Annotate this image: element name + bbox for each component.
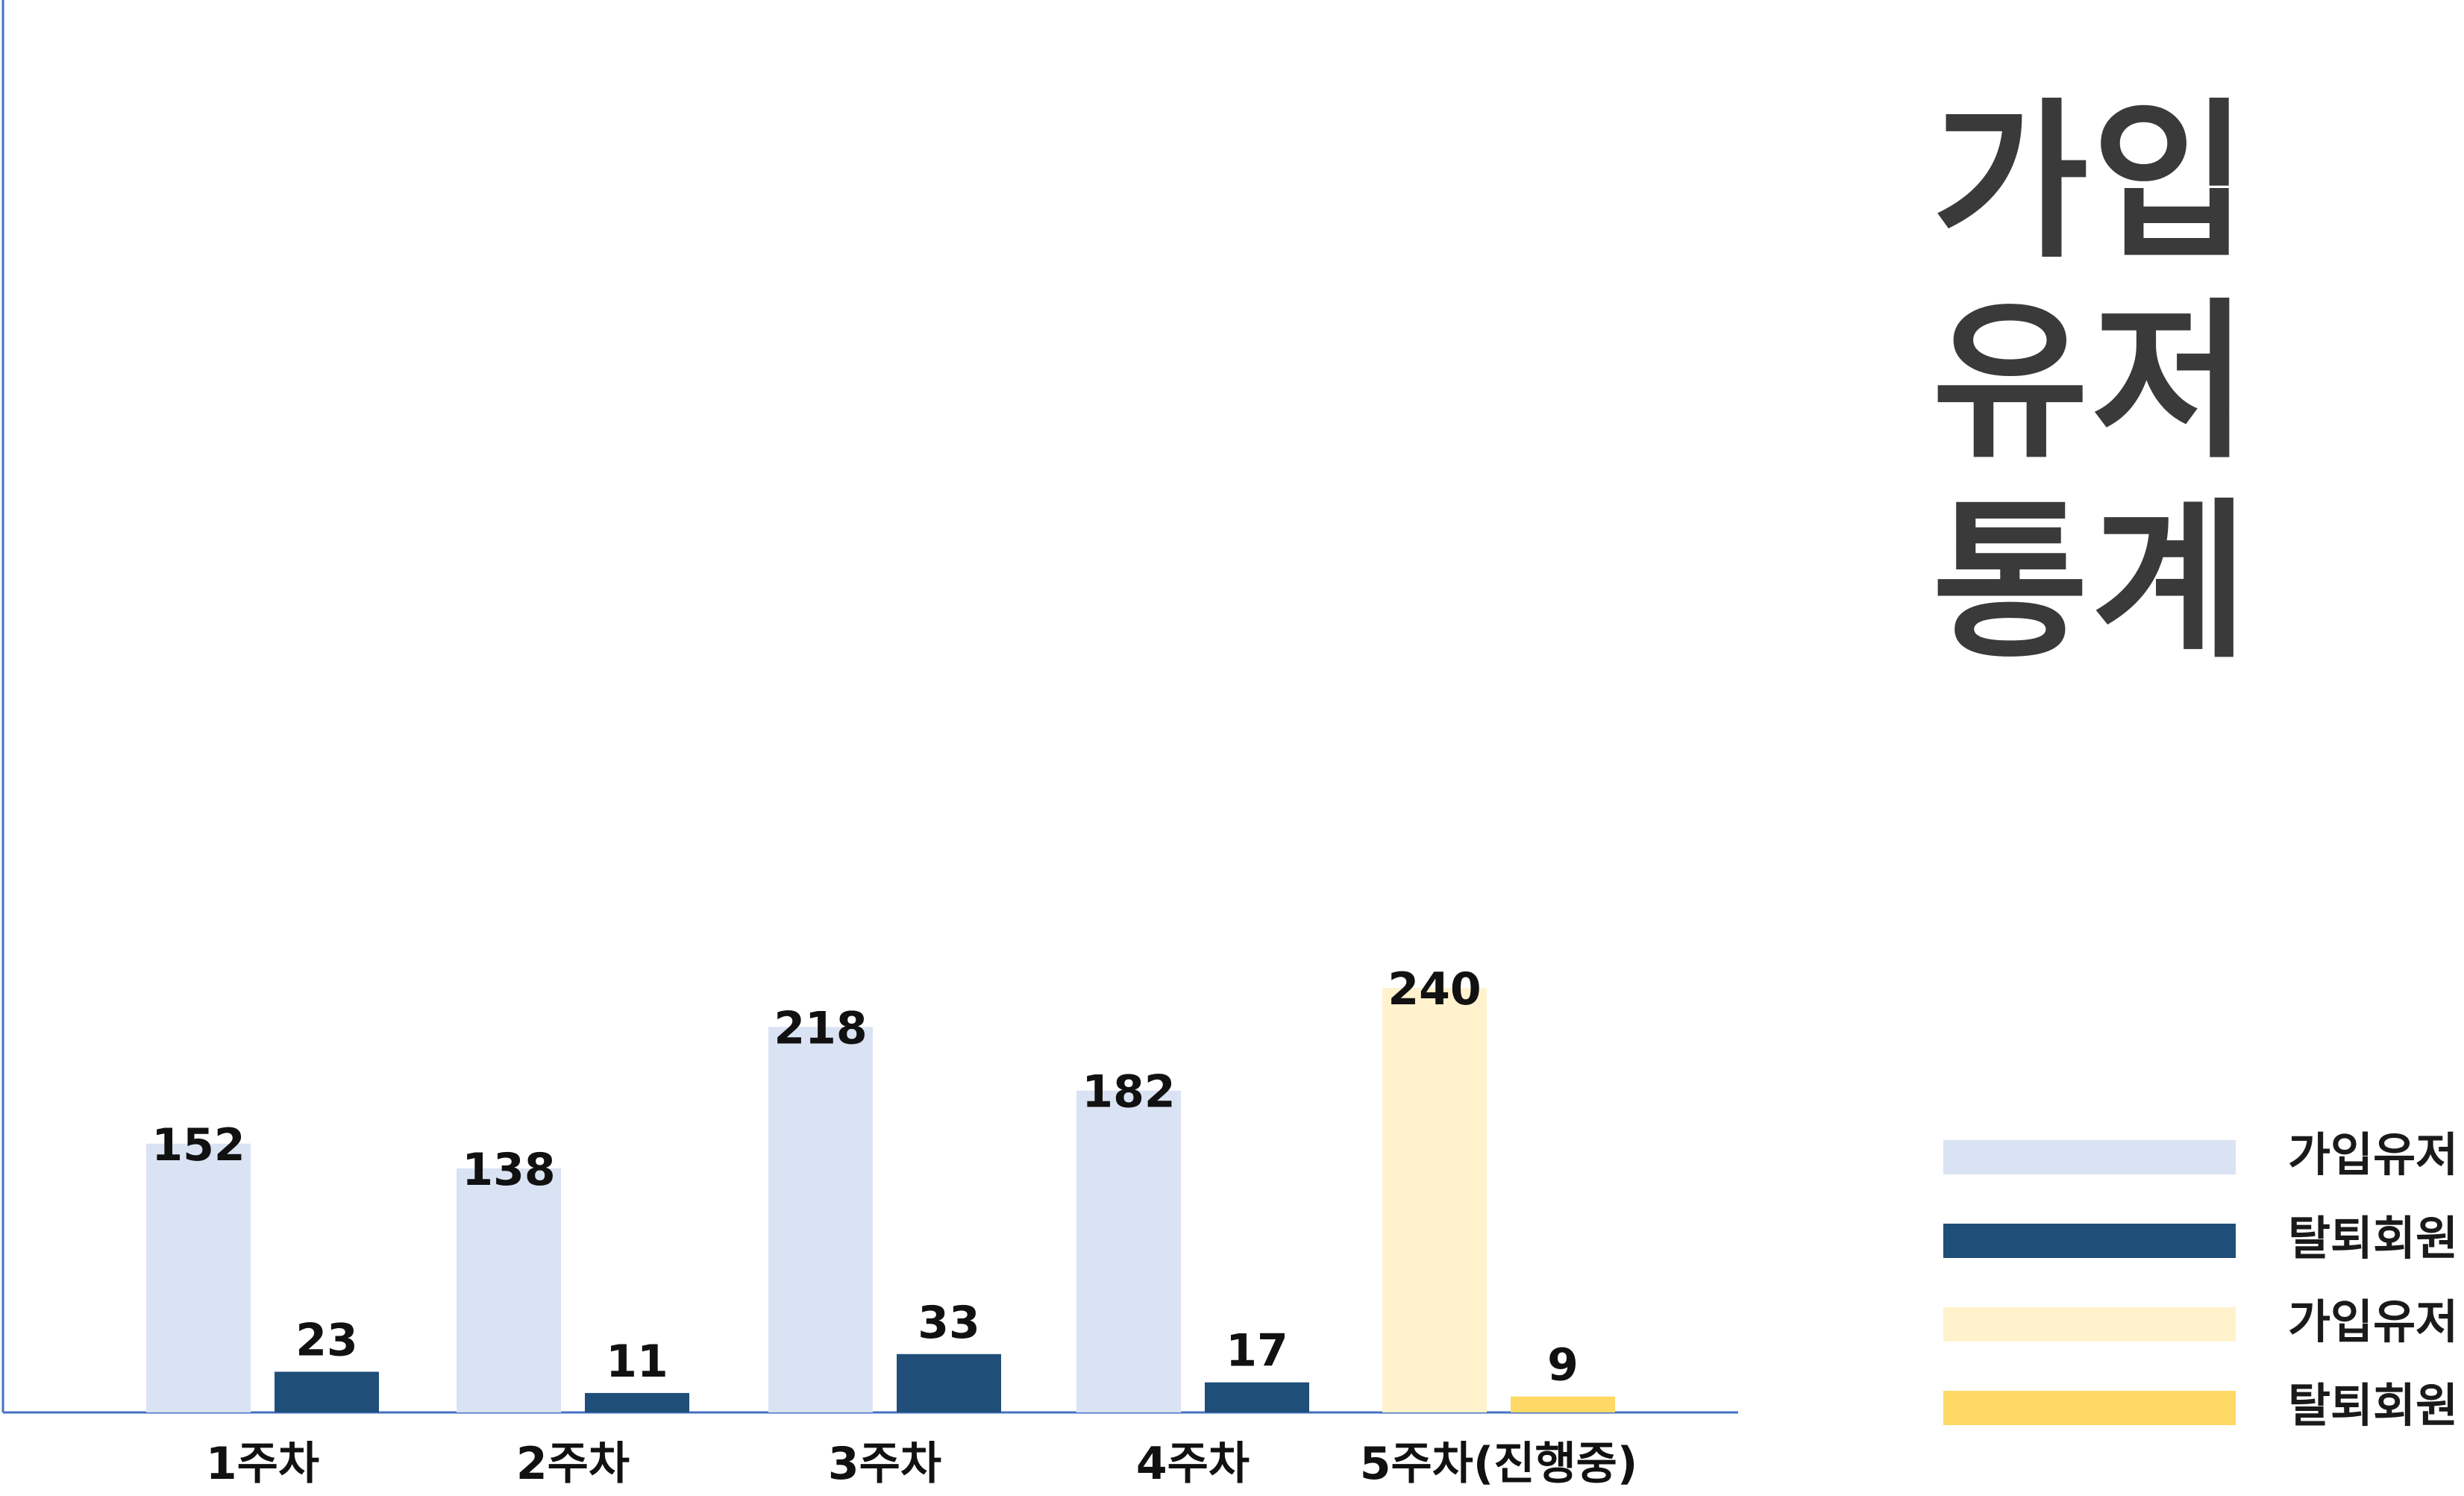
legend-swatch-left-inprogress bbox=[1943, 1391, 2236, 1425]
legend-item-left: 탈퇴회원 bbox=[1943, 1203, 2458, 1286]
x-tick-label-4: 4주차 bbox=[1136, 1438, 1250, 1490]
data-label-joined-5: 240 bbox=[1388, 963, 1481, 1015]
data-label-joined-3: 218 bbox=[774, 1002, 867, 1054]
page-title: 가입 유저 통계 bbox=[1932, 82, 2424, 682]
x-tick-label-3: 3주차 bbox=[828, 1438, 941, 1490]
bar-left-4 bbox=[1205, 1382, 1309, 1412]
data-label-joined-4: 182 bbox=[1082, 1066, 1175, 1118]
data-label-left-4: 17 bbox=[1226, 1325, 1288, 1377]
data-label-joined-2: 138 bbox=[462, 1144, 555, 1196]
data-label-joined-1: 152 bbox=[151, 1119, 245, 1171]
legend-item-joined-inprogress: 가입유저 bbox=[1943, 1286, 2458, 1370]
legend-label-left-inprogress: 탈퇴회원 bbox=[2288, 1378, 2459, 1433]
bar-left-2 bbox=[585, 1392, 689, 1412]
bar-joined-1 bbox=[146, 1143, 251, 1412]
x-tick-label-2: 2주차 bbox=[516, 1438, 630, 1490]
page-title-line-2: 유저 bbox=[1932, 283, 2251, 481]
legend-label-joined-inprogress: 가입유저 bbox=[2288, 1295, 2459, 1349]
legend-swatch-joined bbox=[1943, 1140, 2236, 1174]
data-label-left-1: 23 bbox=[295, 1314, 358, 1366]
chart-legend: 가입유저 탈퇴회원 가입유저 탈퇴회원 bbox=[1943, 1119, 2458, 1453]
data-label-left-2: 11 bbox=[606, 1336, 668, 1388]
bars-layer bbox=[146, 988, 1615, 1412]
legend-label-left: 탈퇴회원 bbox=[2288, 1211, 2459, 1265]
legend-item-left-inprogress: 탈퇴회원 bbox=[1943, 1370, 2458, 1453]
data-label-left-3: 33 bbox=[918, 1297, 980, 1349]
bar-left-5 bbox=[1511, 1396, 1615, 1412]
legend-label-joined: 가입유저 bbox=[2288, 1127, 2459, 1182]
x-tick-label-5: 5주차(진행중) bbox=[1360, 1438, 1638, 1490]
legend-swatch-left bbox=[1943, 1224, 2236, 1258]
x-tick-label-1: 1주차 bbox=[206, 1438, 319, 1490]
page-title-line-1: 가입 bbox=[1932, 83, 2251, 281]
bar-joined-3 bbox=[768, 1027, 873, 1412]
bar-joined-5 bbox=[1382, 988, 1487, 1412]
page-title-line-3: 통계 bbox=[1932, 483, 2251, 681]
bar-left-1 bbox=[275, 1371, 379, 1412]
data-label-left-5: 9 bbox=[1547, 1339, 1579, 1392]
labels-layer: 152 23 1주차 138 11 2주차 218 33 3주차 182 17 4주차 240 9 5주차(… bbox=[151, 963, 1637, 1490]
bar-joined-2 bbox=[457, 1168, 561, 1412]
legend-item-joined: 가입유저 bbox=[1943, 1119, 2458, 1203]
bar-joined-4 bbox=[1076, 1090, 1181, 1412]
legend-swatch-joined-inprogress bbox=[1943, 1307, 2236, 1342]
bar-left-3 bbox=[897, 1353, 1001, 1412]
